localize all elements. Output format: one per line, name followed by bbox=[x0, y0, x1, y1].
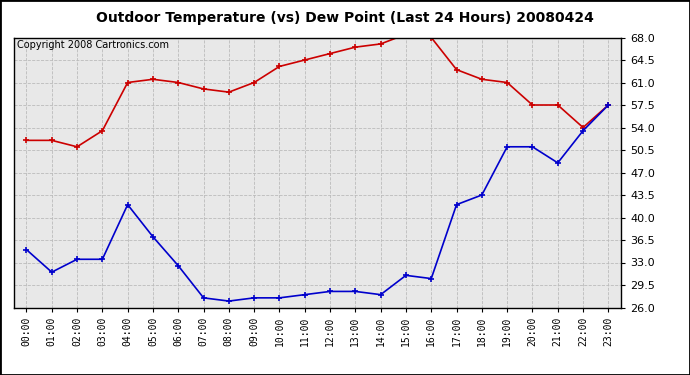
Text: Outdoor Temperature (vs) Dew Point (Last 24 Hours) 20080424: Outdoor Temperature (vs) Dew Point (Last… bbox=[96, 11, 594, 25]
Text: Copyright 2008 Cartronics.com: Copyright 2008 Cartronics.com bbox=[17, 40, 169, 50]
